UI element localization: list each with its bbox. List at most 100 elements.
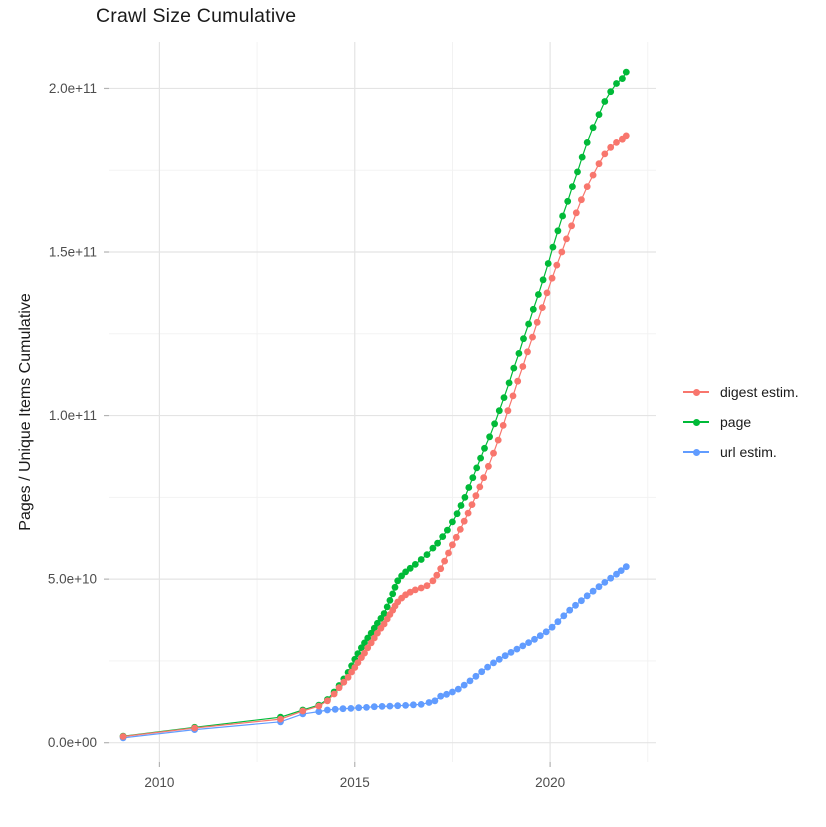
data-point-url-estim — [566, 606, 574, 614]
data-point-url-estim — [466, 677, 474, 685]
data-point-url-estim — [437, 692, 445, 700]
data-point-page — [389, 590, 397, 598]
data-point-digest-estim — [406, 588, 414, 596]
data-point-digest-estim — [351, 664, 359, 671]
data-point-page — [453, 510, 461, 518]
legend-label-digest-estim: digest estim. — [720, 384, 799, 400]
data-point-page — [423, 551, 431, 558]
data-point-url-estim — [617, 567, 625, 574]
data-point-url-estim — [554, 618, 562, 626]
y-tick-label: 1.0e+11 — [49, 408, 97, 423]
data-point-digest-estim — [299, 707, 307, 715]
data-point-url-estim — [607, 574, 615, 582]
data-point-digest-estim — [548, 274, 556, 282]
data-point-page — [619, 75, 626, 82]
data-point-page — [559, 212, 566, 220]
data-point-digest-estim — [589, 171, 597, 179]
data-point-digest-estim — [490, 449, 497, 457]
data-point-page — [469, 474, 477, 482]
data-point-page — [525, 320, 532, 328]
legend-label-url-estim: url estim. — [720, 444, 777, 460]
data-point-digest-estim — [578, 196, 585, 204]
data-point-url-estim — [578, 597, 585, 605]
data-point-url-estim — [410, 701, 417, 709]
data-point-url-estim — [386, 702, 394, 710]
data-point-page — [495, 407, 503, 415]
data-point-page — [544, 260, 552, 267]
data-point-digest-estim — [476, 483, 484, 491]
data-point-url-estim — [583, 592, 591, 600]
data-point-digest-estim — [445, 549, 452, 557]
data-point-digest-estim — [335, 684, 343, 692]
data-point-page — [402, 568, 409, 576]
data-point-digest-estim — [464, 509, 472, 517]
data-point-url-estim — [355, 704, 363, 712]
data-point-page — [549, 243, 557, 251]
data-point-digest-estim — [277, 715, 284, 723]
data-point-url-estim — [601, 579, 609, 586]
data-point-url-estim — [560, 612, 568, 620]
data-point-page — [386, 597, 394, 604]
data-point-digest-estim — [354, 659, 362, 666]
data-point-digest-estim — [468, 501, 476, 508]
data-point-page — [505, 379, 513, 387]
data-point-page — [613, 80, 620, 87]
data-point-page — [510, 364, 518, 372]
data-point-page — [417, 556, 425, 563]
data-point-page — [607, 88, 615, 96]
data-point-url-estim — [443, 690, 450, 698]
data-point-digest-estim — [480, 474, 488, 482]
legend: digest estim. page url estim. — [683, 377, 799, 467]
data-point-page — [539, 276, 547, 284]
data-point-url-estim — [589, 587, 597, 595]
axis-ticks — [104, 87, 551, 767]
data-point-digest-estim — [437, 565, 445, 573]
data-point-page — [364, 634, 372, 642]
data-point-digest-estim — [543, 289, 551, 297]
y-tick-label: 2.0e+11 — [49, 81, 97, 96]
data-point-digest-estim — [595, 160, 603, 168]
data-point-url-estim — [370, 703, 378, 711]
data-point-page — [491, 420, 498, 428]
chart-title: Crawl Size Cumulative — [96, 5, 297, 27]
y-tick-labels: 0.0e+00 5.0e+10 1.0e+11 1.5e+11 2.0e+11 — [48, 81, 97, 750]
data-point-digest-estim — [485, 462, 492, 470]
data-point-digest-estim — [563, 235, 570, 243]
data-point-digest-estim — [452, 533, 460, 541]
data-point-page — [367, 629, 375, 637]
data-point-page — [601, 98, 609, 105]
data-point-digest-estim — [370, 634, 378, 642]
data-point-digest-estim — [340, 678, 348, 686]
data-point-page — [383, 603, 391, 611]
data-point-page — [554, 227, 562, 235]
data-point-digest-estim — [374, 629, 381, 637]
data-point-digest-estim — [456, 526, 464, 533]
gridlines-minor — [109, 42, 656, 762]
data-point-digest-estim — [558, 248, 566, 256]
data-point-page — [411, 561, 419, 568]
data-point-digest-estim — [499, 422, 507, 429]
data-point-page — [370, 624, 378, 632]
legend-item-url-estim: url estim. — [683, 437, 799, 467]
data-point-digest-estim — [315, 702, 323, 710]
data-point-page — [380, 610, 388, 617]
data-point-digest-estim — [583, 183, 591, 191]
data-point-url-estim — [531, 635, 538, 643]
x-tick-labels: 2010 2015 2020 — [144, 775, 565, 790]
data-point-digest-estim — [519, 363, 527, 370]
data-point-digest-estim — [429, 577, 437, 585]
data-point-url-estim — [519, 642, 527, 650]
data-point-digest-estim — [509, 392, 517, 400]
data-point-page — [535, 291, 542, 298]
legend-key-page-icon — [683, 416, 709, 428]
data-point-digest-estim — [330, 690, 338, 698]
data-point-digest-estim — [472, 492, 480, 500]
data-point-digest-estim — [423, 582, 431, 590]
data-point-page — [477, 454, 484, 462]
data-point-url-estim — [324, 706, 331, 714]
data-point-page — [461, 494, 469, 501]
legend-key-url-estim-icon — [683, 446, 709, 458]
data-point-page — [595, 111, 603, 118]
data-point-page — [358, 644, 365, 652]
